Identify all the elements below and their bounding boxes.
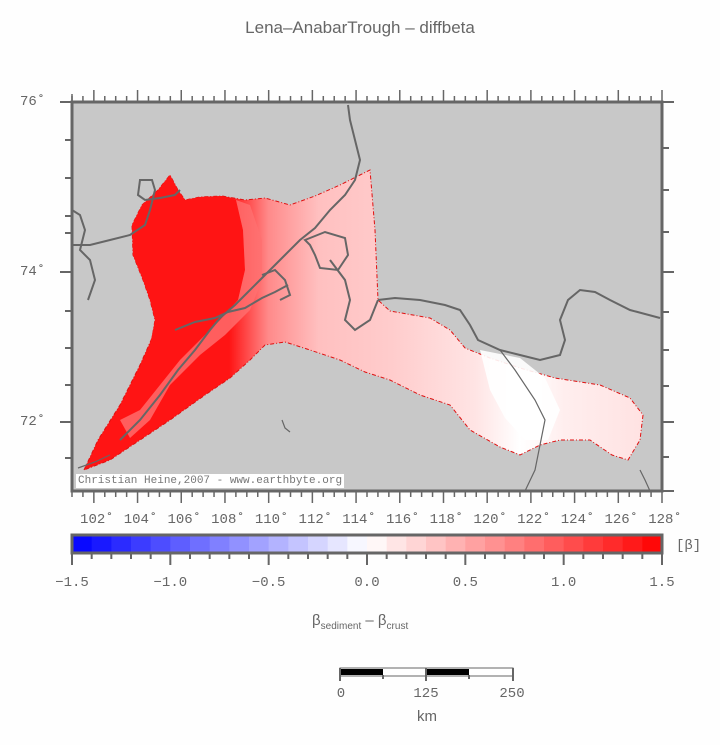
colorbar-tick-label: −1.0 [153, 575, 188, 591]
colorbar-cell [426, 535, 447, 553]
colorbar-tick-label: 1.0 [551, 575, 577, 591]
lon-label-126: 126˚ [604, 512, 639, 528]
scalebar-label-250: 250 [499, 686, 525, 702]
colorbar-cell [91, 535, 112, 553]
colorbar-cell [249, 535, 270, 553]
colorbar-cell [445, 535, 466, 553]
map-title: Lena–AnabarTrough – diffbeta [245, 18, 475, 37]
lon-label-116: 116˚ [385, 512, 420, 528]
lon-label-128: 128˚ [648, 512, 682, 528]
colorbar-cell [72, 535, 93, 553]
minus-sign: – [361, 612, 378, 629]
colorbar-cell [308, 535, 329, 553]
colorbar-cell [563, 535, 584, 553]
colorbar-cell [268, 535, 289, 553]
lon-ticks [71, 90, 663, 503]
rivers [77, 349, 651, 492]
colorbar-unit: [β] [676, 538, 702, 554]
beta-sub-crust: crust [386, 621, 409, 632]
scalebar-label-0: 0 [336, 686, 346, 702]
colorbar-cell [622, 535, 643, 553]
lon-label-106: 106˚ [167, 512, 202, 528]
scalebar-unit: km [417, 708, 437, 725]
right-ticks [662, 101, 674, 492]
colorbar-tick-label: 0.5 [452, 575, 478, 591]
lon-label-104: 104˚ [123, 512, 158, 528]
colorbar-cell [367, 535, 388, 553]
high-beta-region [120, 175, 245, 420]
map-panel [60, 90, 674, 503]
lon-label-118: 118˚ [429, 512, 464, 528]
colorbar-cell [485, 535, 506, 553]
coastlines [71, 104, 661, 441]
gradient-band [120, 200, 262, 438]
colorbar-cell [229, 535, 250, 553]
lon-label-110: 110˚ [254, 512, 289, 528]
lon-label-112: 112˚ [298, 512, 333, 528]
lat-label-74: 74˚ [20, 264, 46, 280]
low-beta-region [480, 350, 560, 440]
colorbar-cell [347, 535, 368, 553]
scalebar [339, 667, 514, 681]
colorbar-cell [288, 535, 309, 553]
lon-label-102: 102˚ [80, 512, 114, 528]
lon-label-120: 120˚ [473, 512, 507, 528]
colorbar-cell [406, 535, 427, 553]
scalebar-label-125: 125 [413, 686, 439, 702]
lon-label-114: 114˚ [342, 512, 376, 528]
beta-symbol: β [312, 612, 321, 629]
beta-sub-sediment: sediment [320, 621, 362, 632]
colorbar-cell [465, 535, 486, 553]
colorbar-cell [111, 535, 132, 553]
colorbar-cell [327, 535, 348, 553]
lon-label-124: 124˚ [560, 512, 595, 528]
colorbar-cell [583, 535, 604, 553]
colorbar-tick-label: −1.5 [55, 575, 89, 591]
colorbar-tick-label: 1.5 [649, 575, 675, 591]
colorbar-cell [190, 535, 211, 553]
colorbar-tick-label: 0.0 [354, 575, 380, 591]
lon-label-122: 122˚ [517, 512, 551, 528]
colorbar-cell [504, 535, 525, 553]
colorbar-cell [170, 535, 191, 553]
lat-label-72: 72˚ [20, 414, 46, 430]
beta-symbol-2: β [377, 612, 387, 629]
colorbar-cell [150, 535, 171, 553]
colorbar-cell [642, 535, 663, 553]
colorbar-cell [544, 535, 565, 553]
colorbar-cell [209, 535, 230, 553]
map-credit: Christian Heine,2007 - www.earthbyte.org [76, 474, 345, 488]
lon-label-108: 108˚ [211, 512, 245, 528]
colorbar-cell [131, 535, 152, 553]
colorbar-cell [603, 535, 624, 553]
colorbar-cell [386, 535, 407, 553]
lat-label-76: 76˚ [20, 94, 46, 110]
left-ticks [60, 101, 72, 459]
colorbar-tick-label: −0.5 [251, 575, 286, 591]
variable-label: βsediment – βcrust [312, 612, 408, 632]
colorbar-cell [524, 535, 545, 553]
colorbar [70, 533, 664, 565]
